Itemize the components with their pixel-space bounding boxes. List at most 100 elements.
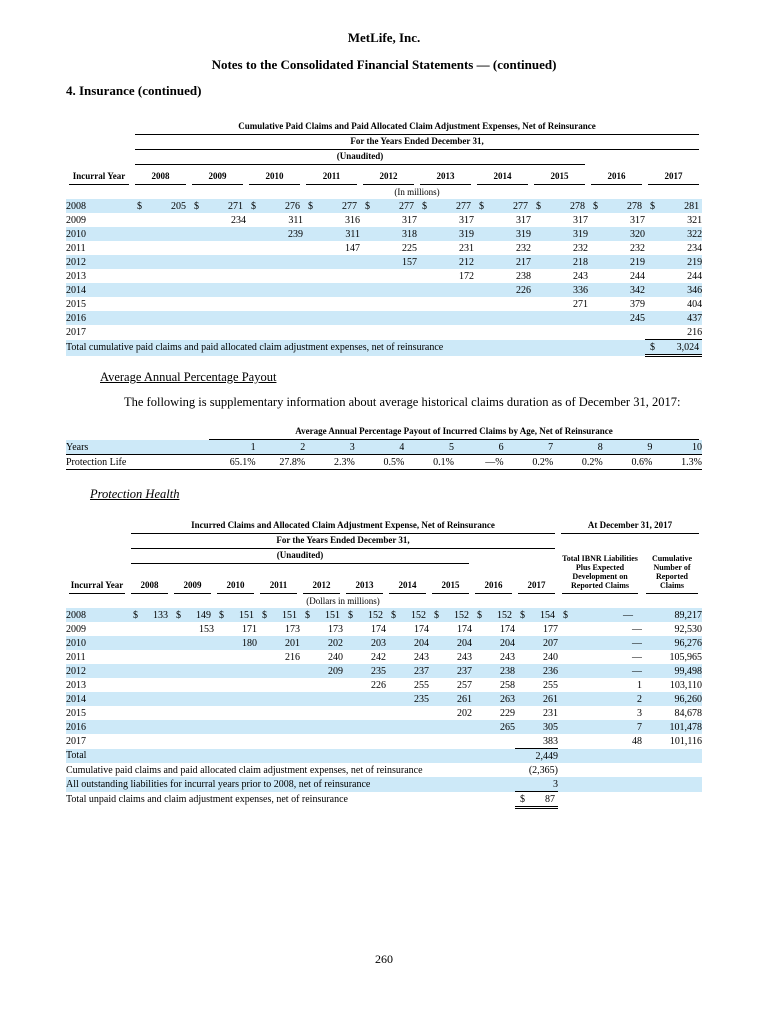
value-cell: 173	[285, 623, 300, 635]
value-cell: 204	[500, 637, 515, 649]
value-cell	[128, 678, 171, 692]
ibnr-cell: 3	[637, 707, 642, 719]
value-cell: 263	[500, 693, 515, 705]
value-cell: 240	[543, 651, 558, 663]
count-cell: 92,530	[674, 623, 703, 635]
incurral-year-row: 2015 202 229 231 3 84,678	[66, 706, 702, 720]
incurral-year-row: 2009 153 171 173 173 174 174 174 174 177 — 92,530	[66, 622, 702, 636]
value-cell: 317	[573, 214, 588, 226]
age-cell: 4	[354, 440, 405, 455]
value-cell: 174	[457, 623, 472, 635]
incurral-year-row: 2017 383 48 101,116	[66, 734, 702, 749]
value-cell	[386, 706, 429, 720]
value-cell	[303, 283, 360, 297]
ibnr-cell: —	[632, 665, 642, 677]
value-cell: 311	[288, 214, 303, 226]
ibnr-cell: 1	[637, 679, 642, 691]
value-cell: 336	[573, 284, 588, 296]
value-cell: 171	[242, 623, 257, 635]
value-cell	[257, 706, 300, 720]
row-label: 2016	[66, 312, 86, 324]
year-column-header: 2009	[171, 564, 214, 594]
value-cell: 174	[500, 623, 515, 635]
value-cell: 243	[573, 270, 588, 282]
value-cell: 244	[630, 270, 645, 282]
row-label: 2009	[66, 214, 86, 226]
value-cell	[128, 706, 171, 720]
value-cell: 383	[543, 735, 558, 747]
value-cell	[246, 325, 303, 340]
value-cell: $277	[365, 200, 414, 212]
table-title: Average Annual Percentage Payout of Incu…	[209, 425, 699, 440]
value-cell: 257	[457, 679, 472, 691]
value-cell: 311	[345, 228, 360, 240]
protection-life-row: Protection Life 65.1% 27.8% 2.3% 0.5% 0.1% —%…	[66, 454, 702, 470]
incurral-year-row: 2016 245 437	[66, 311, 703, 325]
ibnr-cell: 48	[632, 735, 642, 747]
value-cell	[171, 678, 214, 692]
percent-cell: 2.3%	[305, 454, 355, 470]
value-cell	[171, 692, 214, 706]
row-label: 2008	[66, 200, 86, 212]
value-cell	[128, 622, 171, 636]
year-column-header: 2015	[531, 165, 588, 185]
value-cell: 317	[459, 214, 474, 226]
value-cell	[132, 255, 189, 269]
value-cell: 238	[516, 270, 531, 282]
value-cell: $276	[251, 200, 300, 212]
value-cell: $277	[308, 200, 357, 212]
value-cell: 202	[457, 707, 472, 719]
value-cell	[132, 283, 189, 297]
table-subtitle: For the Years Ended December 31,	[135, 135, 700, 150]
unaudited-row: (Unaudited)	[66, 150, 702, 165]
value-cell	[588, 325, 645, 340]
value-cell: 244	[687, 270, 703, 282]
page-number: 260	[375, 952, 393, 966]
year-column-header: 2010	[246, 165, 303, 185]
value-cell	[303, 255, 360, 269]
value-cell	[343, 720, 386, 734]
total-row-label: Total cumulative paid claims and paid al…	[66, 342, 444, 353]
value-cell: 265	[500, 721, 515, 733]
value-cell	[303, 325, 360, 340]
value-cell: 225	[402, 242, 417, 254]
age-cell: 3	[305, 440, 355, 455]
value-cell: 226	[516, 284, 531, 296]
value-cell	[360, 269, 417, 283]
incurral-year-row: 2017 216	[66, 325, 702, 340]
section-heading: 4. Insurance (continued)	[66, 83, 202, 98]
row-label: 2011	[66, 242, 86, 254]
summary-row: All outstanding liabilities for incurral…	[66, 777, 702, 792]
value-cell: 207	[543, 637, 558, 649]
value-cell	[246, 311, 303, 325]
value-cell: 320	[630, 228, 645, 240]
value-cell: 238	[500, 665, 515, 677]
value-cell: 239	[288, 228, 303, 240]
value-cell	[246, 241, 303, 255]
value-cell	[417, 325, 474, 340]
value-cell	[257, 734, 300, 749]
value-cell	[246, 255, 303, 269]
value-cell: 271	[573, 298, 588, 310]
row-label: 2015	[66, 298, 86, 310]
value-cell: 229	[500, 707, 515, 719]
value-cell: $152	[477, 609, 512, 621]
percent-cell: 65.1%	[206, 454, 256, 470]
value-cell: 173	[328, 623, 343, 635]
value-cell: 232	[630, 242, 645, 254]
value-cell: 346	[687, 284, 703, 296]
value-cell	[257, 692, 300, 706]
value-cell	[531, 311, 588, 325]
value-cell	[171, 650, 214, 664]
value-cell	[246, 283, 303, 297]
unaudited-label: (Unaudited)	[135, 150, 585, 165]
value-cell: 305	[543, 721, 558, 733]
value-cell: 317	[402, 214, 417, 226]
year-column-header: 2014	[386, 564, 429, 594]
value-cell: 204	[414, 637, 429, 649]
value-cell: 237	[414, 665, 429, 677]
value-cell: 202	[328, 637, 343, 649]
row-label: 2016	[66, 721, 86, 733]
value-cell: 318	[402, 228, 417, 240]
percent-cell: 27.8%	[255, 454, 306, 470]
